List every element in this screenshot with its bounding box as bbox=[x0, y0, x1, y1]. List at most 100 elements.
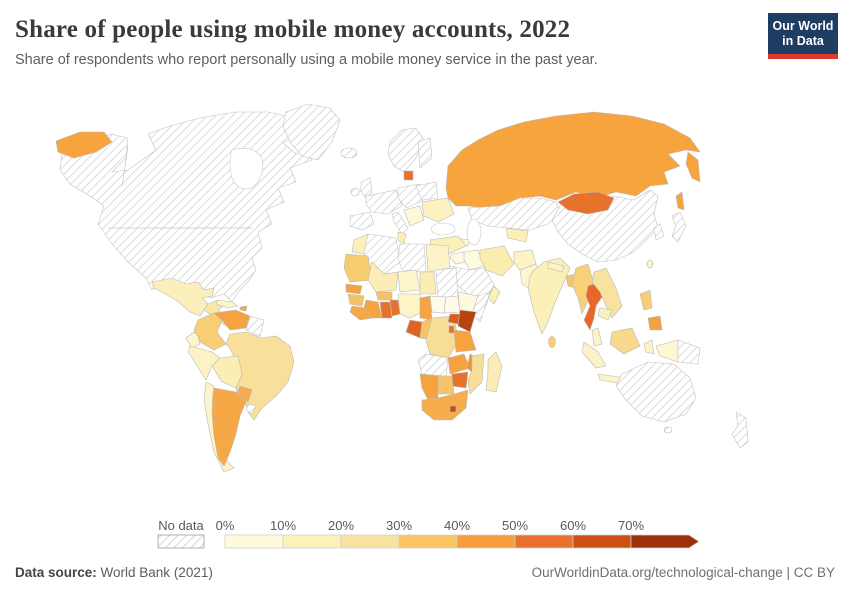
region-malay-peninsula[interactable] bbox=[591, 327, 603, 347]
region-russia[interactable] bbox=[445, 111, 701, 209]
region-new-guinea-east[interactable] bbox=[677, 339, 701, 365]
caspian-sea bbox=[466, 218, 482, 246]
region-mozambique[interactable] bbox=[467, 353, 485, 395]
legend-bin-6[interactable] bbox=[572, 534, 632, 549]
region-ivory-coast[interactable] bbox=[363, 299, 383, 319]
region-cuba[interactable] bbox=[215, 299, 239, 309]
region-togo-benin[interactable] bbox=[389, 299, 401, 317]
region-bolivia[interactable] bbox=[211, 355, 243, 389]
region-ireland[interactable] bbox=[350, 187, 360, 197]
region-angola[interactable] bbox=[417, 353, 449, 377]
region-luzon[interactable] bbox=[639, 289, 653, 311]
region-levant[interactable] bbox=[449, 251, 467, 265]
region-namibia[interactable] bbox=[419, 373, 439, 401]
region-sumatra[interactable] bbox=[581, 341, 607, 369]
owid-logo-box: Our World in Data bbox=[768, 13, 838, 54]
region-burkina-faso[interactable] bbox=[375, 291, 393, 301]
region-madagascar[interactable] bbox=[485, 351, 503, 393]
region-mongolia[interactable] bbox=[557, 191, 615, 215]
region-sulawesi[interactable] bbox=[643, 339, 655, 355]
region-lesotho[interactable] bbox=[449, 405, 457, 413]
region-new-guinea-west[interactable] bbox=[655, 339, 679, 363]
data-source: Data source: World Bank (2021) bbox=[15, 565, 213, 580]
region-brazil[interactable] bbox=[225, 331, 295, 421]
region-sri-lanka[interactable] bbox=[548, 336, 556, 348]
region-cambodia[interactable] bbox=[597, 307, 613, 321]
region-hispaniola[interactable] bbox=[239, 305, 248, 312]
region-libya[interactable] bbox=[397, 243, 427, 273]
region-italy[interactable] bbox=[391, 211, 409, 235]
region-scandinavia[interactable] bbox=[387, 127, 425, 173]
region-tanzania[interactable] bbox=[453, 329, 477, 353]
region-venezuela[interactable] bbox=[213, 309, 251, 331]
legend-bin-0[interactable] bbox=[224, 534, 284, 549]
region-balkans[interactable] bbox=[403, 205, 425, 227]
region-ukraine[interactable] bbox=[421, 197, 455, 223]
legend-bin-2[interactable] bbox=[340, 534, 400, 549]
region-ecuador[interactable] bbox=[185, 331, 201, 349]
no-data-swatch[interactable] bbox=[157, 534, 205, 549]
region-myanmar[interactable] bbox=[571, 263, 595, 315]
legend-bin-4[interactable] bbox=[456, 534, 516, 549]
region-egypt[interactable] bbox=[425, 243, 451, 273]
region-western-europe[interactable] bbox=[365, 189, 403, 215]
region-baltic-state[interactable] bbox=[403, 170, 414, 181]
region-botswana[interactable] bbox=[437, 375, 455, 395]
region-chile[interactable] bbox=[203, 381, 235, 473]
region-south-sudan[interactable] bbox=[443, 295, 461, 314]
region-iraq[interactable] bbox=[463, 249, 485, 271]
region-tunisia[interactable] bbox=[397, 231, 407, 245]
region-peru[interactable] bbox=[187, 345, 221, 381]
region-chad[interactable] bbox=[419, 271, 437, 295]
region-zimbabwe[interactable] bbox=[451, 371, 469, 389]
region-senegal[interactable] bbox=[345, 283, 363, 295]
region-niger[interactable] bbox=[397, 269, 421, 293]
region-oman[interactable] bbox=[487, 285, 501, 305]
region-india[interactable] bbox=[527, 257, 571, 335]
region-kamchatka[interactable] bbox=[685, 151, 701, 183]
region-uzbekistan[interactable] bbox=[505, 227, 529, 243]
region-guyanas[interactable] bbox=[245, 315, 265, 337]
region-taiwan[interactable] bbox=[646, 259, 654, 269]
region-belarus-baltic[interactable] bbox=[415, 181, 439, 201]
region-japan[interactable] bbox=[671, 211, 687, 243]
region-greenland[interactable] bbox=[282, 103, 341, 161]
region-iceland[interactable] bbox=[340, 147, 358, 159]
region-laos-vietnam[interactable] bbox=[591, 267, 623, 319]
region-united-kingdom[interactable] bbox=[359, 177, 373, 199]
region-rwanda-burundi[interactable] bbox=[448, 325, 455, 334]
owid-logo[interactable]: Our World in Data bbox=[768, 13, 838, 59]
region-korea[interactable] bbox=[653, 223, 665, 241]
region-australia[interactable] bbox=[615, 361, 697, 423]
region-nepal[interactable] bbox=[547, 261, 565, 273]
legend-bin-3[interactable] bbox=[398, 534, 458, 549]
region-gabon[interactable] bbox=[405, 319, 423, 339]
credit-link[interactable]: OurWorldinData.org/technological-change … bbox=[531, 565, 835, 580]
region-tasmania[interactable] bbox=[663, 426, 673, 434]
region-finland[interactable] bbox=[417, 137, 433, 169]
region-sudan[interactable] bbox=[435, 267, 459, 299]
region-argentina[interactable] bbox=[211, 387, 247, 467]
region-somalia[interactable] bbox=[471, 291, 491, 323]
region-chukotka-russia[interactable] bbox=[55, 131, 113, 159]
region-sakhalin[interactable] bbox=[675, 191, 685, 211]
region-mauritania[interactable] bbox=[343, 253, 373, 283]
legend-bin-5[interactable] bbox=[514, 534, 574, 549]
legend-bin-1[interactable] bbox=[282, 534, 342, 549]
region-borneo[interactable] bbox=[609, 327, 641, 355]
region-iran[interactable] bbox=[479, 245, 515, 277]
region-zambia[interactable] bbox=[447, 353, 471, 375]
region-uruguay[interactable] bbox=[245, 403, 257, 415]
region-mali[interactable] bbox=[367, 261, 399, 293]
region-mexico[interactable] bbox=[151, 277, 215, 317]
region-iberia[interactable] bbox=[349, 211, 375, 231]
region-kenya[interactable] bbox=[457, 309, 477, 333]
region-new-zealand[interactable] bbox=[731, 411, 749, 449]
region-nigeria[interactable] bbox=[397, 293, 423, 319]
region-mindanao[interactable] bbox=[647, 315, 663, 331]
region-south-africa[interactable] bbox=[421, 389, 469, 421]
region-ghana[interactable] bbox=[379, 301, 393, 319]
legend-bin-7-arrow[interactable] bbox=[630, 534, 700, 549]
region-central-african-republic[interactable] bbox=[429, 295, 447, 314]
region-guinea[interactable] bbox=[347, 293, 365, 307]
